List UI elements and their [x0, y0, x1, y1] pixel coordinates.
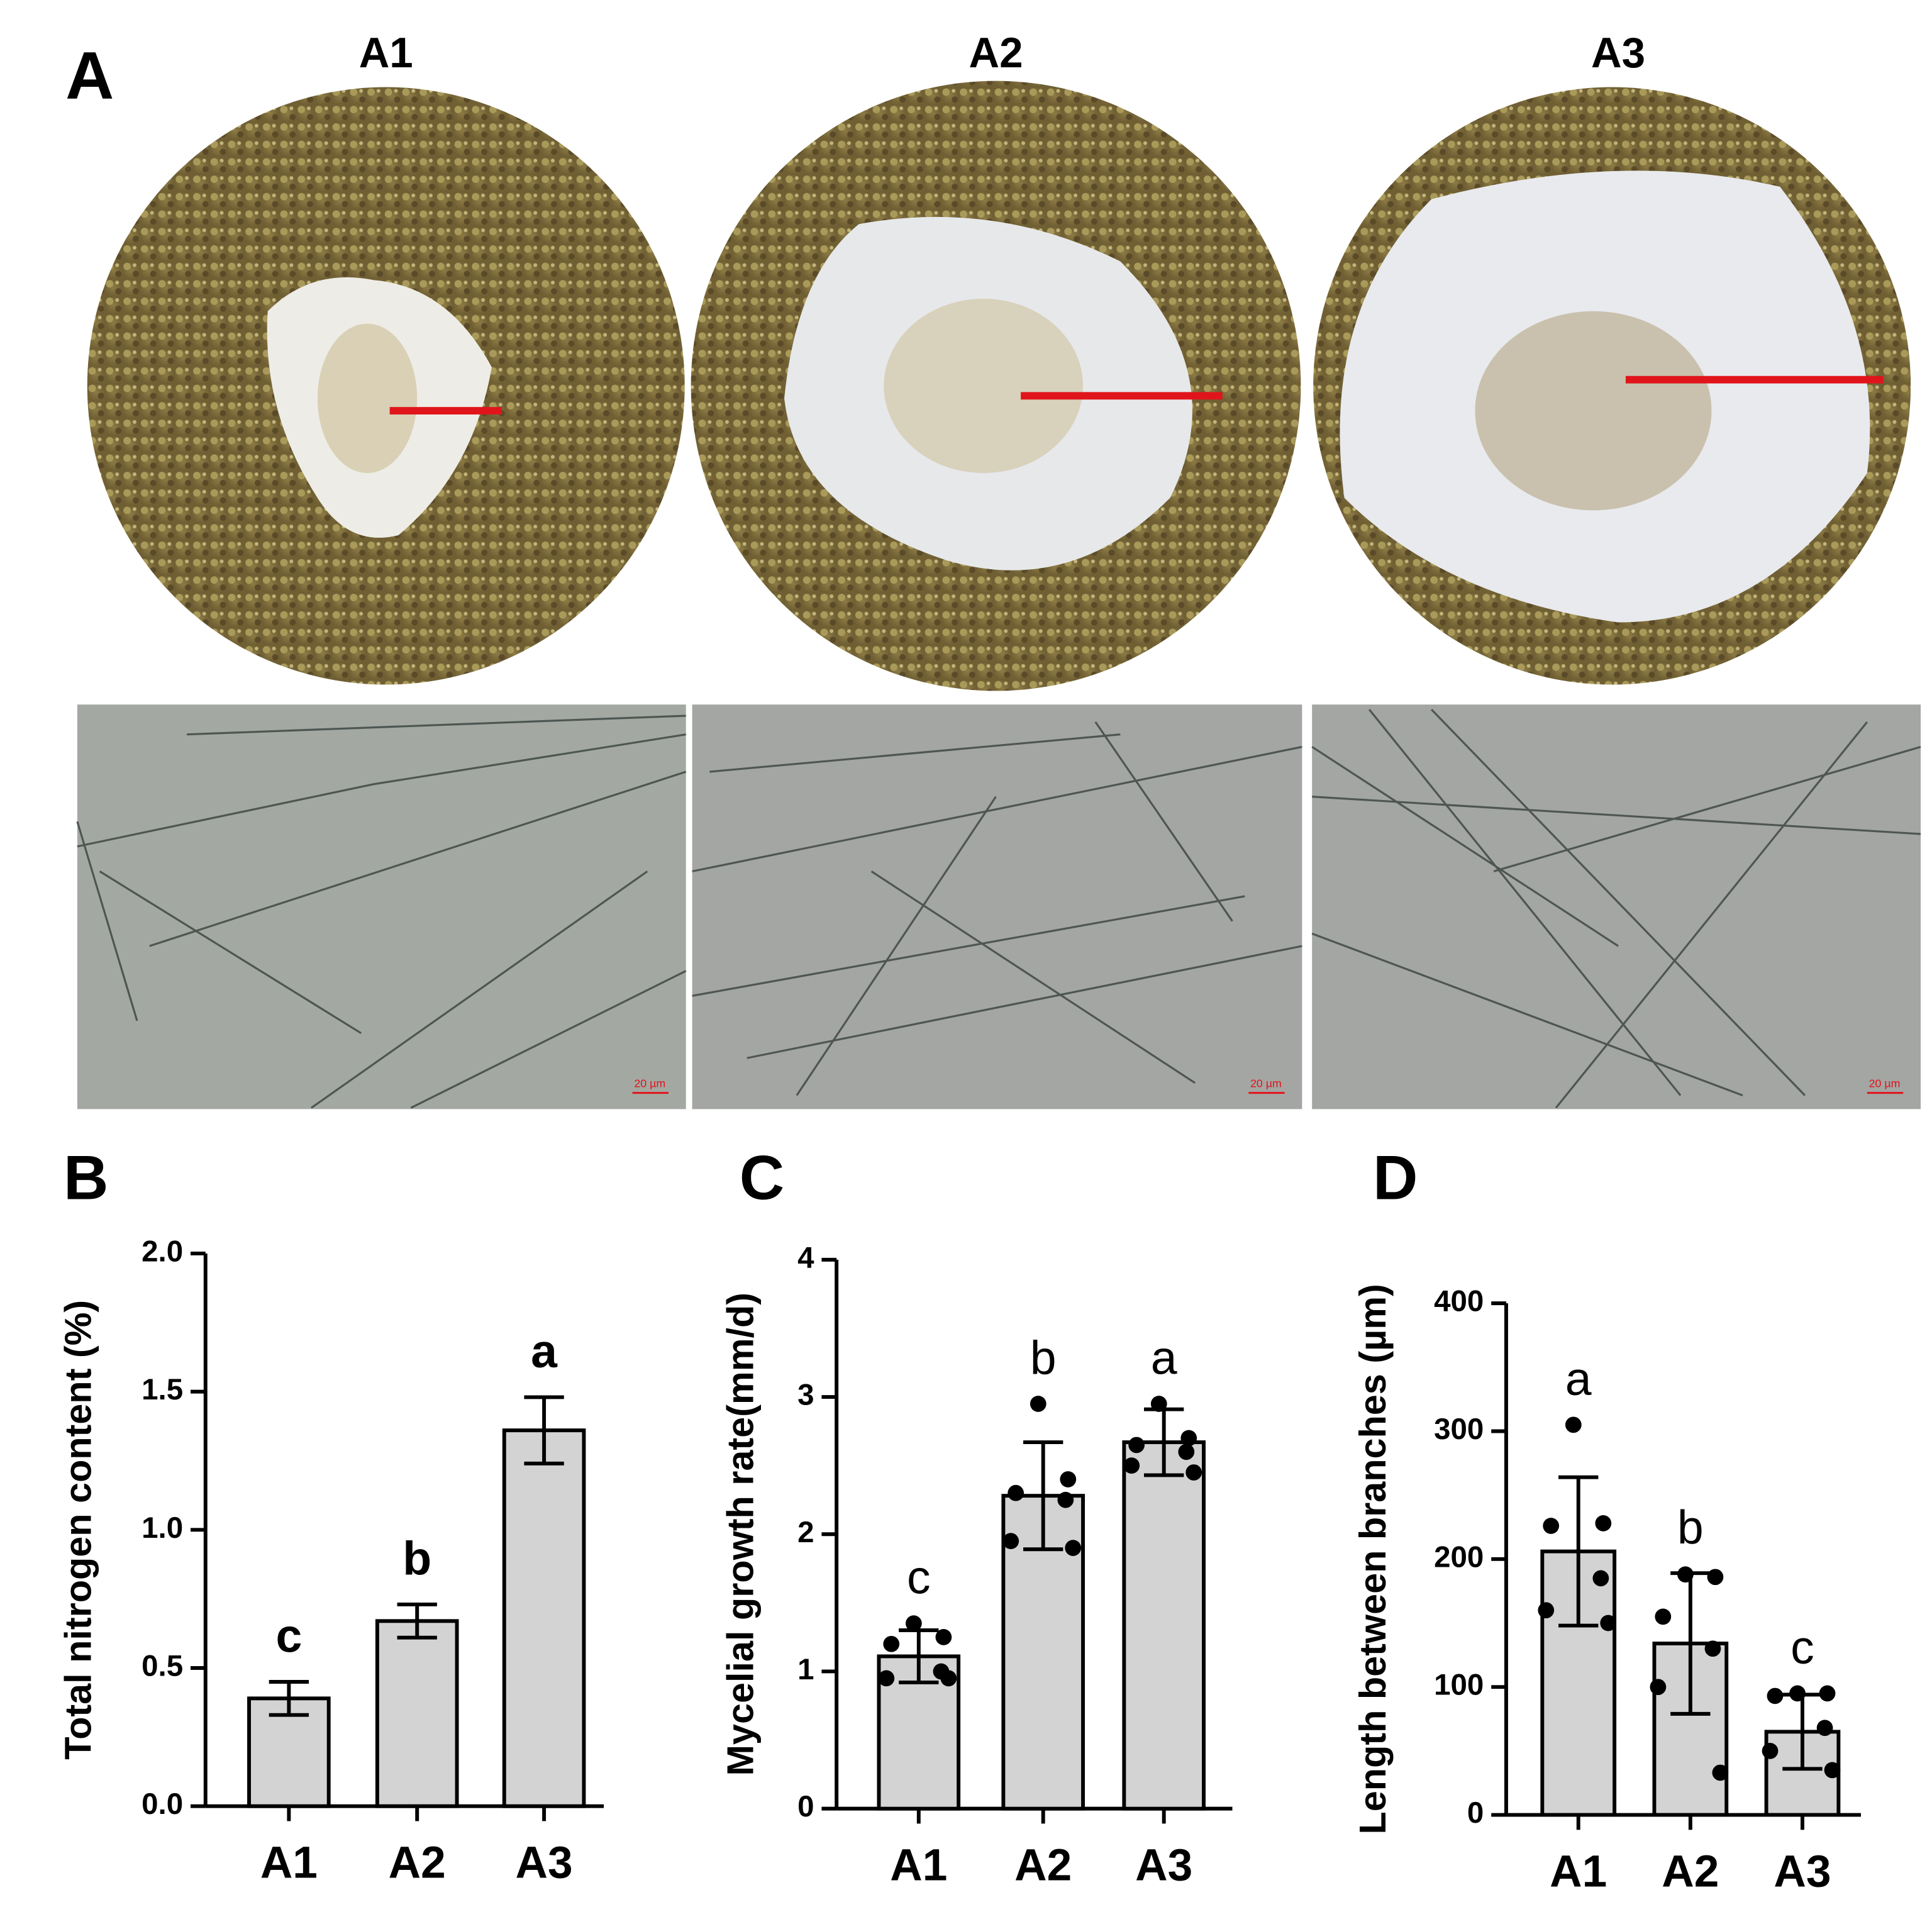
y-axis-label: Mycelial growth rate(mm/d): [719, 1293, 761, 1776]
panel-label: A: [65, 38, 114, 113]
x-tick-label: A2: [1662, 1847, 1719, 1896]
data-point: [1128, 1437, 1145, 1454]
y-tick-label: 1.0: [142, 1511, 183, 1545]
data-point: [1816, 1720, 1833, 1737]
data-point: [935, 1629, 952, 1645]
significance-letter: b: [1030, 1332, 1057, 1384]
y-axis-label: Total nitrogen content (%): [57, 1300, 99, 1760]
y-tick-label: 0.0: [142, 1787, 183, 1821]
data-point: [1565, 1416, 1582, 1433]
data-point: [1008, 1484, 1024, 1501]
photo-title: A3: [1591, 30, 1645, 77]
data-point: [1824, 1762, 1841, 1779]
y-tick-label: 2: [797, 1516, 814, 1549]
y-tick-label: 300: [1434, 1413, 1484, 1446]
data-point: [1600, 1615, 1617, 1632]
data-point: [1650, 1679, 1667, 1696]
data-point: [1767, 1687, 1784, 1704]
data-point: [1180, 1430, 1197, 1447]
data-point: [1595, 1515, 1612, 1532]
y-tick-label: 0: [1467, 1796, 1484, 1830]
y-tick-label: 3: [797, 1379, 814, 1412]
data-point: [906, 1615, 922, 1632]
y-tick-label: 0: [797, 1790, 814, 1823]
data-point: [1655, 1608, 1672, 1625]
data-point: [1789, 1685, 1806, 1702]
x-tick-label: A1: [260, 1838, 318, 1888]
panel-label: D: [1373, 1142, 1418, 1212]
scale-bar-label: 20 µm: [1250, 1077, 1282, 1090]
data-point: [1057, 1491, 1074, 1508]
data-point: [1123, 1457, 1140, 1474]
bar: [1122, 1440, 1206, 1811]
data-point: [1065, 1540, 1082, 1556]
y-tick-label: 1.5: [142, 1373, 183, 1406]
x-tick-label: A3: [1774, 1847, 1831, 1896]
y-axis-label: Length between branches (µm): [1352, 1284, 1394, 1834]
data-point: [1677, 1566, 1694, 1583]
data-point: [1150, 1396, 1167, 1412]
significance-letter: c: [275, 1610, 302, 1662]
bar: [502, 1428, 586, 1808]
data-point: [1543, 1518, 1560, 1534]
bar: [375, 1619, 459, 1808]
x-tick-label: A3: [516, 1838, 573, 1888]
data-point: [1538, 1602, 1555, 1619]
data-point: [878, 1670, 895, 1687]
y-tick-label: 0.5: [142, 1650, 183, 1683]
data-point: [1762, 1743, 1779, 1759]
data-point: [1704, 1640, 1721, 1657]
culture-photos: [87, 81, 1911, 691]
scale-bar-label: 20 µm: [634, 1077, 665, 1090]
data-point: [940, 1670, 957, 1687]
y-tick-label: 2.0: [142, 1235, 183, 1269]
data-point: [1178, 1443, 1195, 1460]
x-tick-label: A1: [890, 1840, 947, 1890]
micrographs: [76, 704, 1921, 1109]
data-point: [1819, 1685, 1836, 1702]
significance-letter: a: [1151, 1332, 1177, 1384]
y-tick-label: 4: [797, 1241, 814, 1274]
scale-bar-label: 20 µm: [1869, 1077, 1901, 1090]
y-tick-label: 400: [1434, 1285, 1484, 1318]
significance-letter: a: [531, 1325, 558, 1377]
panel-label: B: [64, 1142, 108, 1212]
data-point: [1030, 1396, 1046, 1412]
data-point: [1592, 1570, 1609, 1587]
data-point: [1712, 1764, 1729, 1781]
x-tick-label: A2: [389, 1838, 446, 1888]
x-tick-label: A1: [1550, 1847, 1607, 1896]
y-tick-label: 100: [1434, 1669, 1484, 1702]
data-point: [1185, 1464, 1202, 1481]
photo-title: A1: [359, 30, 413, 77]
significance-letter: c: [1790, 1621, 1814, 1674]
data-point: [883, 1635, 900, 1652]
data-point: [1002, 1533, 1019, 1550]
significance-letter: c: [907, 1551, 931, 1604]
x-tick-label: A3: [1135, 1840, 1192, 1890]
significance-letter: b: [1677, 1501, 1704, 1554]
y-tick-label: 1: [797, 1653, 814, 1686]
panel-label: C: [740, 1142, 784, 1212]
data-point: [1707, 1569, 1724, 1586]
significance-letter: a: [1565, 1352, 1592, 1405]
data-point: [1060, 1471, 1077, 1487]
y-tick-label: 200: [1434, 1540, 1484, 1574]
photo-title: A2: [969, 30, 1023, 77]
significance-letter: b: [402, 1532, 431, 1585]
x-tick-label: A2: [1014, 1840, 1072, 1890]
